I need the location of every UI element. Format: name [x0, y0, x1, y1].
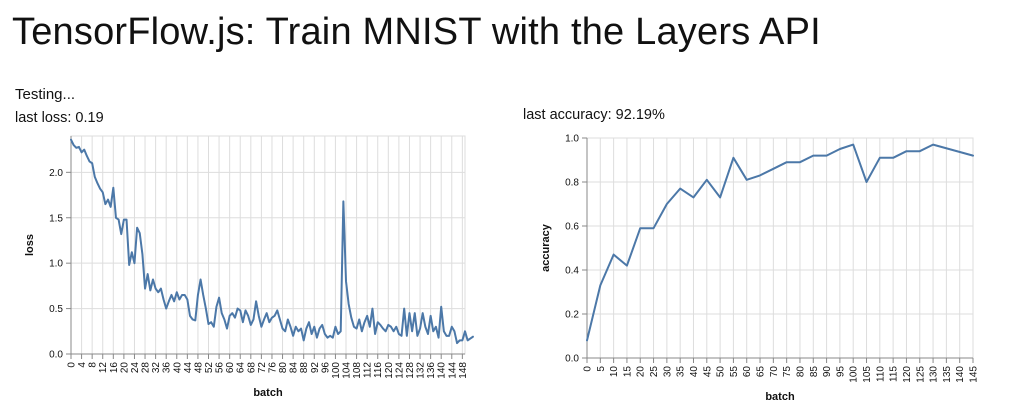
accuracy-plot-frame — [586, 137, 974, 359]
accuracy-x-tick-label: 85 — [809, 366, 820, 378]
loss-x-tick-label: 8 — [88, 362, 99, 368]
loss-y-axis-title: loss — [24, 234, 36, 256]
accuracy-x-tick-label: 15 — [622, 366, 633, 378]
loss-x-tick-label: 112 — [363, 362, 374, 378]
accuracy-x-tick-label: 75 — [782, 366, 793, 378]
accuracy-x-tick-label: 45 — [702, 366, 713, 378]
loss-x-tick-label: 144 — [447, 362, 458, 379]
loss-x-tick-label: 92 — [310, 362, 321, 374]
loss-x-tick-label: 44 — [183, 362, 194, 374]
loss-x-tick-label: 140 — [437, 362, 448, 379]
loss-x-tick-label: 72 — [257, 362, 268, 374]
accuracy-x-tick-label: 125 — [915, 366, 926, 383]
accuracy-x-tick-label: 110 — [875, 366, 886, 382]
loss-x-tick-label: 132 — [416, 362, 427, 379]
loss-y-tick-label: 1.5 — [49, 213, 63, 224]
accuracy-x-tick-label: 40 — [689, 366, 700, 378]
loss-chart: 0.00.51.01.52.00 4 8 12 16 20 24 28 32 36 40 44 48 52… — [24, 135, 474, 399]
accuracy-y-tick-label: 0.4 — [565, 266, 579, 277]
accuracy-y-tick-label: 0.0 — [565, 354, 579, 365]
accuracy-y-axis-title: accuracy — [540, 223, 552, 272]
loss-x-tick-label: 4 — [77, 362, 88, 368]
accuracy-x-tick-label: 25 — [649, 366, 660, 378]
loss-x-tick-label: 56 — [215, 362, 226, 374]
accuracy-x-tick-label: 100 — [849, 366, 860, 383]
accuracy-x-tick-label: 55 — [729, 366, 740, 378]
loss-x-tick-label: 12 — [98, 362, 109, 374]
accuracy-x-tick-label: 80 — [795, 366, 806, 378]
loss-x-tick-label: 32 — [151, 362, 162, 374]
accuracy-x-tick-label: 90 — [822, 366, 833, 378]
accuracy-x-tick-label: 95 — [835, 366, 846, 378]
loss-x-tick-label: 0 — [67, 362, 78, 368]
loss-x-tick-label: 100 — [331, 362, 342, 379]
loss-x-tick-label: 52 — [204, 362, 215, 374]
accuracy-x-tick-label: 135 — [942, 366, 953, 383]
accuracy-x-tick-label: 145 — [969, 366, 980, 383]
status-text: Testing... — [15, 86, 76, 103]
accuracy-y-tick-label: 0.8 — [565, 178, 579, 189]
accuracy-x-tick-label: 5 — [596, 366, 607, 372]
accuracy-y-tick-label: 0.6 — [565, 222, 579, 233]
accuracy-x-tick-label: 120 — [902, 366, 913, 383]
accuracy-chart: 0.0 0.2 0.4 0.6 0.8 1.0 0 5 10 15 20 25 30 35 40 45 50 55… — [540, 134, 980, 404]
loss-x-tick-label: 128 — [405, 362, 416, 379]
accuracy-x-tick-label: 65 — [756, 366, 767, 378]
accuracy-x-axis-title: batch — [765, 391, 795, 403]
accuracy-y-tick-label: 1.0 — [565, 134, 579, 145]
accuracy-x-tick-label: 115 — [889, 366, 900, 382]
accuracy-series-line — [586, 143, 974, 342]
last-accuracy-readout: last accuracy: 92.19% — [523, 107, 665, 123]
accuracy-x-tick-label: 140 — [955, 366, 966, 383]
loss-x-axis-title: batch — [253, 387, 283, 399]
loss-y-tick-label: 0.5 — [49, 304, 63, 315]
loss-x-tick-label: 28 — [141, 362, 152, 374]
loss-x-tick-label: 84 — [289, 362, 300, 374]
loss-x-tick-label: 40 — [172, 362, 183, 374]
page-title: TensorFlow.js: Train MNIST with the Laye… — [12, 11, 821, 53]
loss-x-tick-label: 88 — [299, 362, 310, 374]
loss-x-tick-label: 148 — [458, 362, 469, 379]
loss-x-tick-label: 104 — [342, 362, 353, 379]
loss-y-tick-label: 2.0 — [49, 168, 63, 179]
loss-x-tick-label: 124 — [394, 362, 405, 379]
loss-x-tick-label: 20 — [119, 362, 130, 374]
loss-x-tick-label: 116 — [373, 362, 384, 378]
loss-y-tick-label: 1.0 — [49, 259, 63, 270]
accuracy-x-tick-label: 105 — [862, 366, 873, 383]
accuracy-x-tick-label: 50 — [716, 366, 727, 378]
loss-x-tick-label: 80 — [278, 362, 289, 374]
accuracy-x-tick-label: 70 — [769, 366, 780, 378]
accuracy-x-tick-label: 30 — [662, 366, 673, 378]
loss-x-tick-label: 68 — [246, 362, 257, 374]
loss-x-tick-label: 136 — [426, 362, 437, 379]
accuracy-x-tick-label: 130 — [929, 366, 940, 383]
loss-x-tick-label: 96 — [320, 362, 331, 374]
loss-x-tick-label: 60 — [225, 362, 236, 374]
loss-x-tick-label: 36 — [162, 362, 173, 374]
loss-x-tick-label: 64 — [236, 362, 247, 374]
loss-x-tick-label: 108 — [352, 362, 363, 379]
loss-x-tick-label: 120 — [384, 362, 395, 379]
accuracy-x-tick-label: 35 — [676, 366, 687, 378]
loss-series-line — [70, 138, 474, 345]
loss-x-tick-label: 24 — [130, 362, 141, 374]
loss-x-tick-label: 76 — [267, 362, 278, 374]
loss-x-tick-label: 16 — [109, 362, 120, 374]
accuracy-x-tick-label: 60 — [742, 366, 753, 378]
last-loss-readout: last loss: 0.19 — [15, 110, 104, 126]
accuracy-x-tick-label: 0 — [583, 366, 594, 372]
loss-x-tick-label: 48 — [193, 362, 204, 374]
accuracy-x-tick-label: 10 — [609, 366, 620, 378]
accuracy-y-tick-label: 0.2 — [565, 310, 579, 321]
loss-y-tick-label: 0.0 — [49, 350, 63, 361]
accuracy-x-tick-label: 20 — [636, 366, 647, 378]
